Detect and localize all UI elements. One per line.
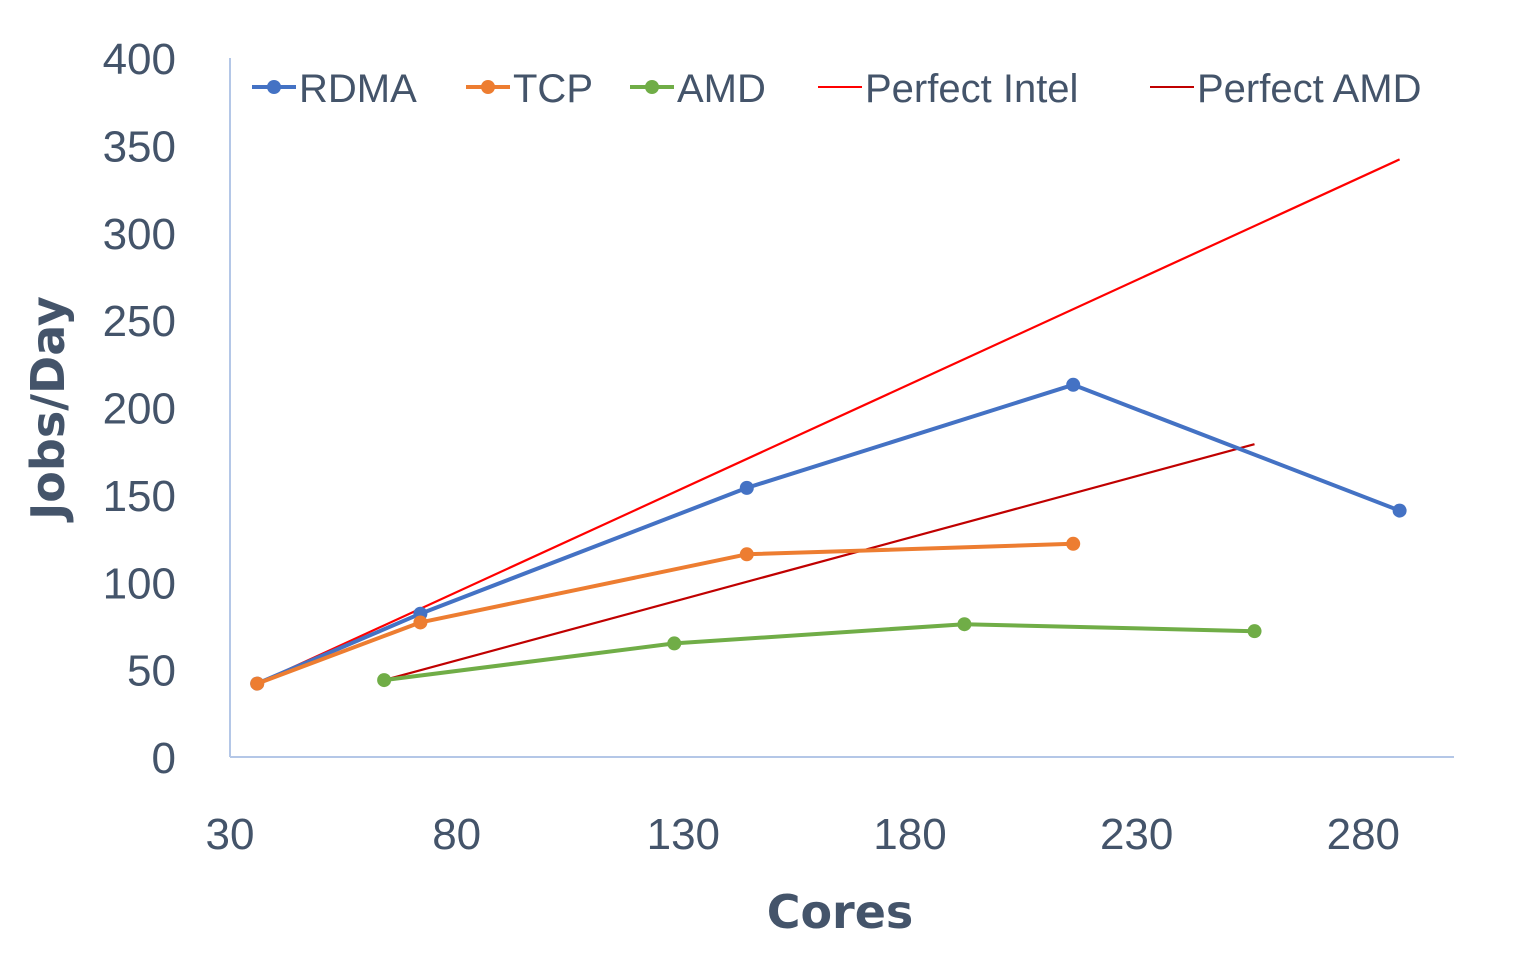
tcp-point (1066, 536, 1081, 551)
x-tick-label: 280 (1327, 810, 1400, 859)
series-tcp (250, 536, 1081, 691)
legend: RDMA TCP AMD Perfect Intel Perfect AMD (252, 67, 1422, 111)
perfect-intel-line (256, 158, 1401, 685)
y-tick-label: 0 (152, 734, 176, 783)
legend-item-perfect-intel: Perfect Intel (818, 67, 1078, 111)
amd-line (383, 622, 1255, 683)
tcp-point (739, 547, 754, 562)
series-perfect-amd (383, 443, 1255, 682)
amd-point (957, 617, 972, 632)
legend-label: TCP (513, 67, 593, 111)
legend-item-amd: AMD (630, 67, 766, 111)
legend-item-tcp: TCP (466, 67, 593, 111)
amd-point (667, 636, 682, 651)
y-tick-label: 250 (103, 297, 176, 346)
legend-label: AMD (677, 67, 766, 111)
legend-label: RDMA (299, 67, 417, 111)
rdma-point (1066, 377, 1081, 392)
series-amd (377, 617, 1262, 688)
y-tick-label: 200 (103, 385, 176, 434)
y-tick-label: 400 (103, 35, 176, 84)
y-tick-label: 50 (127, 647, 176, 696)
x-tick-label: 130 (647, 810, 720, 859)
x-tick-label: 80 (432, 810, 481, 859)
legend-label: Perfect AMD (1197, 67, 1422, 111)
x-tick-label: 180 (873, 810, 946, 859)
legend-item-rdma: RDMA (252, 67, 417, 111)
x-tick-labels: 30 80 130 180 230 280 (206, 810, 1401, 859)
amd-point (377, 673, 392, 688)
legend-marker (267, 80, 281, 94)
rdma-line (256, 382, 1401, 686)
series-layer (250, 158, 1407, 691)
y-tick-label: 350 (103, 122, 176, 171)
legend-item-perfect-amd: Perfect AMD (1150, 67, 1422, 111)
y-tick-label: 100 (103, 559, 176, 608)
x-tick-label: 230 (1100, 810, 1173, 859)
y-tick-label: 150 (103, 472, 176, 521)
rdma-point (739, 480, 754, 495)
series-rdma (250, 377, 1407, 691)
legend-label: Perfect Intel (865, 67, 1078, 111)
legend-marker (645, 80, 659, 94)
x-tick-label: 30 (206, 810, 255, 859)
tcp-point (250, 676, 265, 691)
y-tick-label: 300 (103, 210, 176, 259)
perfect-amd-line (383, 443, 1255, 682)
legend-marker (481, 80, 495, 94)
axes (229, 58, 1454, 758)
y-tick-labels: 0 50 100 150 200 250 300 350 400 (103, 35, 176, 783)
tcp-point (413, 615, 428, 630)
rdma-point (1392, 503, 1407, 518)
series-perfect-intel (256, 158, 1401, 685)
amd-point (1247, 624, 1262, 639)
y-axis-title: Jobs/Day (21, 296, 75, 523)
tcp-line (256, 541, 1074, 686)
x-axis-title: Cores (767, 885, 914, 939)
